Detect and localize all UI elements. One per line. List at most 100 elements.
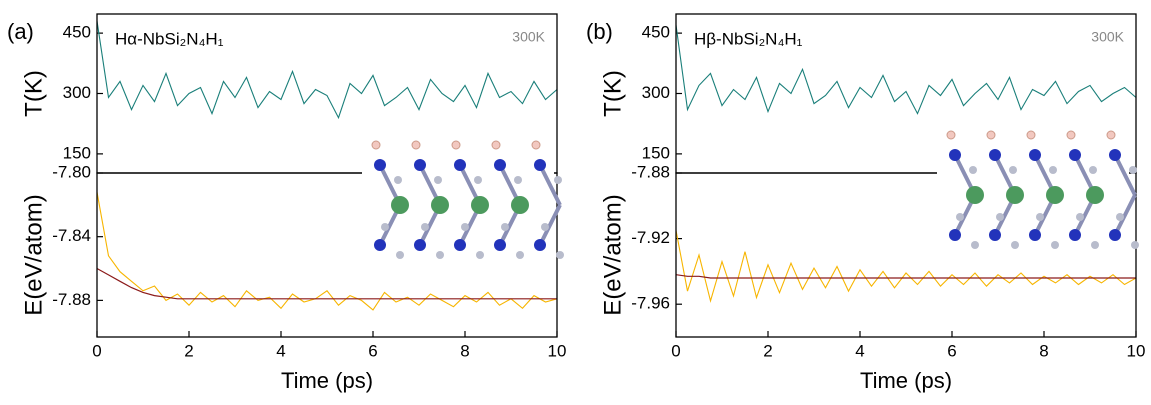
x-tick-label: 4 [855, 341, 864, 360]
atom-n [1109, 229, 1121, 241]
y-tick-label: -7.92 [631, 228, 670, 247]
panel-label: (b) [586, 19, 613, 44]
atom-si [396, 251, 404, 259]
atom-si [1129, 166, 1137, 174]
atom-si [1091, 241, 1099, 249]
panel-label: (a) [7, 19, 34, 44]
atom-si [514, 176, 522, 184]
atom-si [971, 241, 979, 249]
y-tick-label: -7.96 [631, 294, 670, 313]
atom-si [1051, 241, 1059, 249]
atom-si [996, 213, 1004, 221]
bond [538, 204, 562, 246]
atom-h [1066, 130, 1076, 140]
atom-n [989, 229, 1001, 241]
atom-n [1109, 149, 1121, 161]
atom-si [541, 223, 549, 231]
atom-h [451, 140, 461, 150]
y-tick-label: 150 [63, 143, 91, 162]
atom-n [494, 239, 506, 251]
atom-si [501, 223, 509, 231]
atom-h [1026, 130, 1036, 140]
x-tick-label: 0 [92, 341, 101, 360]
atom-si [1131, 241, 1139, 249]
atom-n [414, 239, 426, 251]
atom-n [454, 239, 466, 251]
atom-n [494, 159, 506, 171]
atom-nb [1086, 186, 1104, 204]
atom-n [949, 149, 961, 161]
plot-frame [675, 172, 1137, 338]
data-line [675, 25, 1137, 115]
y-axis-label: T(K) [599, 70, 626, 117]
x-tick-label: 2 [763, 341, 772, 360]
structure-inset [937, 123, 1139, 263]
y-tick-label: 150 [642, 143, 670, 162]
data-line [96, 20, 558, 120]
x-tick-label: 10 [548, 341, 567, 360]
atom-h [371, 140, 381, 150]
y-tick-label: 300 [642, 83, 670, 102]
atom-n [1069, 149, 1081, 161]
y-tick-label: 300 [63, 83, 91, 102]
y-axis-label: E(eV/atom) [599, 194, 626, 315]
atom-si [1076, 213, 1084, 221]
data-line [675, 230, 1137, 303]
bond [1113, 154, 1137, 196]
atom-si [556, 251, 564, 259]
x-tick-label: 6 [368, 341, 377, 360]
y-tick-label: -7.84 [52, 226, 91, 245]
bond [1113, 194, 1137, 236]
y-tick-label: -7.88 [52, 290, 91, 309]
atom-n [1069, 229, 1081, 241]
y-axis-label: E(eV/atom) [20, 194, 47, 315]
atom-si [434, 176, 442, 184]
x-axis-label: Time (ps) [860, 368, 952, 393]
data-line [96, 267, 557, 300]
x-tick-label: 10 [1127, 341, 1146, 360]
annotation: Hα-NbSi₂N₄H₁ [115, 29, 224, 48]
atom-si [436, 251, 444, 259]
annotation: Hβ-NbSi₂N₄H₁ [694, 29, 803, 48]
atom-si [476, 251, 484, 259]
atom-n [534, 159, 546, 171]
atom-si [381, 223, 389, 231]
atom-si [474, 176, 482, 184]
temperature-label: 300K [1091, 29, 1124, 45]
x-tick-label: 2 [184, 341, 193, 360]
x-axis-label: Time (ps) [281, 368, 373, 393]
temperature-label: 300K [512, 29, 545, 45]
atom-h [1106, 130, 1116, 140]
y-axis-label: T(K) [20, 70, 47, 117]
x-tick-label: 8 [1039, 341, 1048, 360]
atom-h [411, 140, 421, 150]
atom-si [1011, 241, 1019, 249]
atom-si [394, 176, 402, 184]
atom-si [1116, 213, 1124, 221]
atom-n [374, 159, 386, 171]
x-tick-label: 4 [276, 341, 285, 360]
atom-h [531, 140, 541, 150]
atom-si [421, 223, 429, 231]
atom-h [986, 130, 996, 140]
atom-h [491, 140, 501, 150]
atom-nb [1006, 186, 1024, 204]
atom-si [1089, 166, 1097, 174]
atom-si [969, 166, 977, 174]
atom-n [949, 229, 961, 241]
atom-n [1029, 229, 1041, 241]
atom-nb [966, 186, 984, 204]
atom-nb [391, 196, 409, 214]
x-tick-label: 6 [947, 341, 956, 360]
atom-si [956, 213, 964, 221]
y-tick-label: 450 [642, 23, 670, 42]
atom-n [989, 149, 1001, 161]
atom-si [554, 176, 562, 184]
atom-n [414, 159, 426, 171]
atom-si [1049, 166, 1057, 174]
atom-si [1036, 213, 1044, 221]
y-tick-label: -7.88 [631, 162, 670, 181]
structure-inset [362, 133, 564, 273]
bond [538, 164, 562, 206]
